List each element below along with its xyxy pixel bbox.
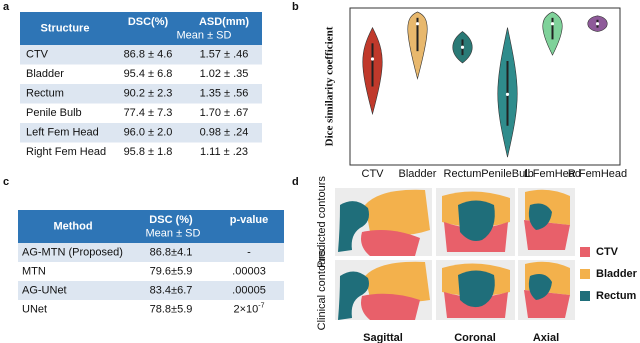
x-tick-label: R FemHead — [568, 168, 627, 180]
violin-median — [595, 22, 600, 26]
table-cell: Left Fem Head — [26, 127, 99, 139]
x-tick-label: Rectum — [444, 168, 482, 180]
table-header — [20, 12, 262, 45]
table-cell: AG-MTN (Proposed) — [22, 246, 123, 258]
cell-exponent: -7 — [258, 302, 264, 309]
table-cell: 1.57 ± .46 — [200, 49, 249, 61]
column-subheader: Mean ± SD — [177, 30, 232, 42]
table-row — [18, 262, 284, 281]
column-label: Sagittal — [363, 332, 403, 343]
table-cell: 95.8 ± 1.8 — [124, 146, 173, 158]
table-row — [20, 103, 262, 123]
table-cell: 0.98 ± .24 — [200, 127, 249, 139]
column-header: DSC(%) — [128, 16, 169, 28]
legend-label: Rectum — [596, 290, 637, 302]
column-label: Coronal — [454, 332, 496, 343]
table-cell: 86.8 ± 4.6 — [124, 49, 173, 61]
table-cell: Bladder — [26, 68, 64, 80]
column-header: p-value — [230, 214, 269, 226]
table-cell: 1.70 ± .67 — [200, 107, 249, 119]
x-tick-label: CTV — [362, 168, 385, 180]
table-row — [20, 123, 262, 143]
table-cell: MTN — [22, 265, 46, 277]
panel-label: a — [3, 1, 10, 13]
violin-median — [505, 92, 510, 96]
table-header — [18, 210, 284, 243]
column-header: Method — [53, 220, 92, 232]
table-row — [18, 243, 284, 262]
y-axis-label: Dice similarity coefficient — [324, 26, 336, 146]
table-row — [20, 45, 262, 65]
table-cell: .00005 — [232, 284, 266, 296]
column-header: DSC (%) — [149, 214, 193, 226]
table-cell: 77.4 ± 7.3 — [124, 107, 173, 119]
panel-label: d — [292, 176, 299, 188]
column-header: Structure — [41, 22, 90, 34]
cell-base: 2×10 — [233, 303, 258, 315]
violin-median — [550, 22, 555, 26]
table-cell: 1.35 ± .56 — [200, 88, 249, 100]
table-cell: Right Fem Head — [26, 146, 106, 158]
table-cell: 83.4±6.7 — [150, 284, 193, 296]
table-cell: Penile Bulb — [26, 107, 82, 119]
plot-frame — [349, 7, 621, 166]
table-cell: 96.0 ± 2.0 — [124, 127, 173, 139]
table-cell: 95.4 ± 6.8 — [124, 68, 173, 80]
column-subheader: Mean ± SD — [146, 228, 201, 240]
table-row — [20, 142, 262, 162]
table-cell: 78.8±5.9 — [150, 303, 193, 315]
row-label: Predicted contours — [316, 176, 328, 268]
column-header: ASD(mm) — [199, 16, 249, 28]
table-cell: Rectum — [26, 88, 64, 100]
table-cell: 2×10-7 — [233, 302, 264, 315]
panel-label: c — [3, 176, 9, 188]
panel-label: b — [292, 1, 299, 13]
violin-median — [415, 22, 420, 26]
table-cell: CTV — [26, 49, 49, 61]
table-row — [18, 281, 284, 300]
legend-swatch — [580, 291, 590, 301]
legend-swatch — [580, 269, 590, 279]
table-cell: AG-UNet — [22, 284, 67, 296]
table-cell: .00003 — [232, 265, 266, 277]
table-row — [20, 84, 262, 104]
table-cell: - — [247, 246, 251, 258]
table-row — [18, 300, 284, 319]
x-tick-label: L FemHead — [524, 168, 581, 180]
legend-swatch — [580, 247, 590, 257]
legend-label: CTV — [596, 246, 619, 258]
x-tick-label: Bladder — [399, 168, 437, 180]
table-cell: 86.8±4.1 — [150, 246, 193, 258]
violin-median — [370, 57, 375, 61]
table-cell: 1.02 ± .35 — [200, 68, 249, 80]
table-cell: 90.2 ± 2.3 — [124, 88, 173, 100]
table-cell: 1.11 ± .23 — [200, 146, 248, 158]
table-cell: 79.6±5.9 — [150, 265, 193, 277]
x-tick-label: PenileBulb — [481, 168, 534, 180]
legend-label: Bladder — [596, 268, 638, 280]
column-label: Axial — [533, 332, 559, 343]
row-label: Clinical contours — [316, 249, 328, 330]
violin-median — [460, 45, 465, 49]
contour-images — [335, 188, 575, 320]
table-cell: UNet — [22, 303, 47, 315]
table-row — [20, 64, 262, 84]
